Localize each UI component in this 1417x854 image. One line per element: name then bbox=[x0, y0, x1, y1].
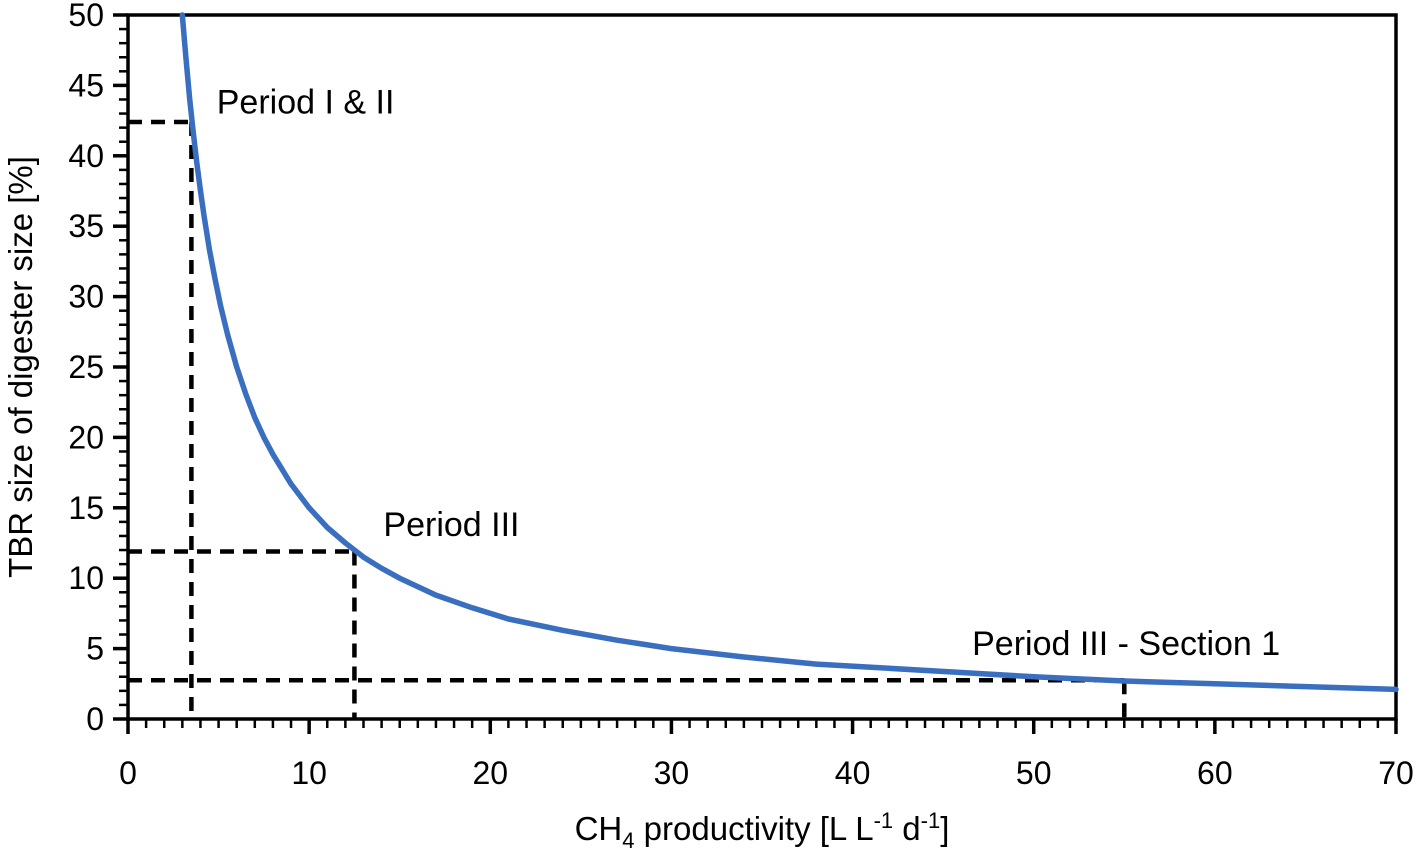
axis-ticks bbox=[113, 13, 1398, 734]
x-axis-title-sub: 4 bbox=[622, 828, 634, 853]
x-tick-label: 50 bbox=[1016, 755, 1052, 791]
x-tick-label: 10 bbox=[291, 755, 327, 791]
x-axis-title-text: productivity [L L bbox=[635, 810, 874, 847]
y-axis-title: TBR size of digester size [%] bbox=[2, 156, 39, 578]
y-tick-label: 30 bbox=[68, 279, 104, 315]
x-tick-label: 20 bbox=[472, 755, 508, 791]
x-tick-label: 60 bbox=[1197, 755, 1233, 791]
marker-annotation-label: Period III - Section 1 bbox=[972, 625, 1280, 663]
marker-annotation-label: Period I & II bbox=[217, 84, 395, 122]
x-tick-label: 30 bbox=[654, 755, 690, 791]
y-tick-label: 15 bbox=[68, 490, 104, 526]
marker-crosshair: Period III bbox=[128, 506, 519, 719]
x-axis-title: CH4 productivity [L L-1 d-1] bbox=[575, 808, 950, 853]
marker-crosshair: Period I & II bbox=[128, 84, 394, 719]
series-line bbox=[179, 12, 1399, 693]
x-axis-title-sup: -1 bbox=[921, 808, 941, 833]
x-axis-title-text: ] bbox=[940, 810, 949, 847]
y-tick-label: 45 bbox=[68, 67, 104, 103]
x-axis-title-text: d bbox=[893, 810, 921, 847]
y-tick-label: 25 bbox=[68, 349, 104, 385]
x-tick-label: 0 bbox=[119, 755, 137, 791]
x-axis-title-sup: -1 bbox=[874, 808, 894, 833]
x-tick-label: 70 bbox=[1378, 755, 1414, 791]
tick-labels: 0 10 20 30 40 50 60 70 0 5 10 15 20 25 30 35 40 45 50 bbox=[68, 0, 1413, 791]
marker-crosshair: Period III - Section 1 bbox=[128, 625, 1280, 719]
plot-border bbox=[126, 13, 1398, 721]
marker-annotation-label: Period III bbox=[383, 506, 519, 544]
y-tick-label: 35 bbox=[68, 208, 104, 244]
y-tick-label: 0 bbox=[86, 701, 104, 737]
y-tick-label: 10 bbox=[68, 560, 104, 596]
y-tick-label: 50 bbox=[68, 0, 104, 33]
y-tick-label: 40 bbox=[68, 138, 104, 174]
x-tick-label: 40 bbox=[835, 755, 871, 791]
y-tick-label: 5 bbox=[86, 631, 104, 667]
x-axis-title-text: CH bbox=[575, 810, 623, 847]
y-tick-label: 20 bbox=[68, 419, 104, 455]
